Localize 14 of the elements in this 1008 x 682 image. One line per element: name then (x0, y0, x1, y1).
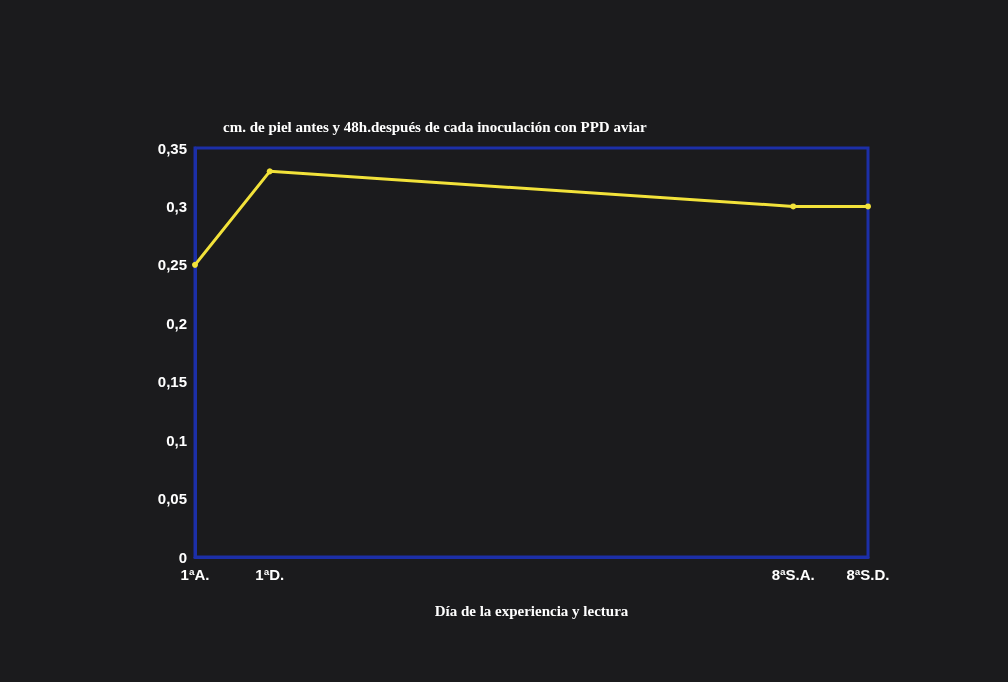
y-tick-label: 0,25 (157, 256, 187, 274)
x-axis-title: Día de la experiencia y lectura (434, 602, 629, 619)
y-tick-label: 0,3 (166, 197, 187, 215)
x-tick-label: 1ªD. (255, 566, 285, 583)
y-tick-label: 0,05 (157, 490, 187, 508)
y-tick-label: 0 (178, 548, 187, 566)
x-tick-label: 8ªS.D. (846, 566, 890, 583)
chart-title: cm. de piel antes y 48h.después de cada inoculación con PPD aviar (223, 118, 648, 135)
y-tick-label: 0,15 (157, 373, 187, 391)
x-tick-label: 8ªS.A. (771, 566, 815, 583)
x-tick-label: 1ªA. (180, 566, 210, 583)
y-tick-label: 0,1 (166, 431, 187, 449)
y-tick-label: 0,2 (166, 314, 187, 332)
y-tick-label: 0,35 (157, 139, 187, 157)
